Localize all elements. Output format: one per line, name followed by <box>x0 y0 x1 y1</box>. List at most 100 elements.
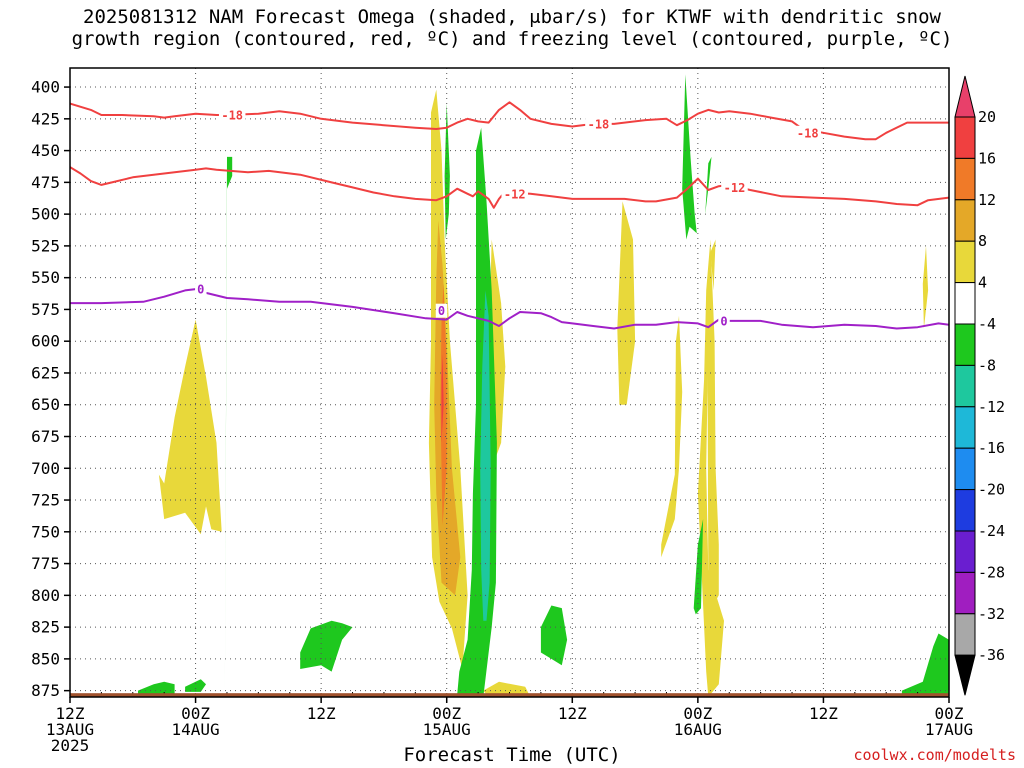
contour-label-bg <box>501 186 528 201</box>
colorbar-segment <box>954 447 976 491</box>
colorbar-label: 20 <box>978 108 996 126</box>
colorbar-segment <box>954 406 976 449</box>
x-tick-label: 15AUG <box>423 720 471 739</box>
plot-background <box>70 68 949 697</box>
y-tick-label: 525 <box>31 236 60 255</box>
colorbar-label: -36 <box>978 646 1005 664</box>
x-tick-label: 00Z <box>935 704 964 723</box>
colorbar-segment <box>954 157 976 201</box>
omega-region <box>661 315 683 558</box>
contour-label: -12 <box>504 187 526 201</box>
contour-label-bg <box>585 116 612 131</box>
x-tick-label: 12Z <box>558 704 587 723</box>
omega-region <box>705 156 712 215</box>
y-tick-label: 450 <box>31 141 60 160</box>
x-tick-label: 17AUG <box>925 720 973 739</box>
y-tick-label: 575 <box>31 300 60 319</box>
omega-region <box>540 605 568 666</box>
colorbar-segment <box>954 364 976 408</box>
colorbar-segment <box>954 571 976 615</box>
omega-region <box>922 245 929 329</box>
contour-label: 0 <box>197 283 204 297</box>
y-tick-label: 875 <box>31 681 60 700</box>
omega-region <box>138 681 175 695</box>
y-tick-label: 775 <box>31 554 60 573</box>
colorbar-label: -12 <box>978 398 1005 416</box>
x-tick-label: 16AUG <box>674 720 722 739</box>
y-tick-label: 600 <box>31 332 60 351</box>
y-tick-label: 725 <box>31 491 60 510</box>
y-tick-label: 625 <box>31 363 60 382</box>
y-tick-label: 700 <box>31 459 60 478</box>
y-tick-label: 750 <box>31 522 60 541</box>
colorbar-segment <box>954 613 976 656</box>
credit-link[interactable]: coolwx.com/modelts <box>853 746 1016 764</box>
colorbar-segment <box>954 282 976 325</box>
y-tick-label: 825 <box>31 618 60 637</box>
contour-label-bg <box>435 303 448 318</box>
chart-title: 2025081312 NAM Forecast Omega (shaded, μ… <box>0 6 1024 50</box>
x-tick-label: 12Z <box>809 704 838 723</box>
colorbar-label: 12 <box>978 191 996 209</box>
x-tick-label: 14AUG <box>171 720 219 739</box>
colorbar-segment <box>954 240 976 284</box>
colorbar-label: -24 <box>978 522 1005 540</box>
contour-label: -18 <box>797 126 819 140</box>
omega-region <box>710 239 716 291</box>
contour-label: -18 <box>221 109 243 123</box>
plot-frame <box>69 67 950 698</box>
terrain-strip <box>70 693 949 697</box>
contour-label-bg <box>218 108 246 123</box>
y-tick-label: 400 <box>31 78 60 97</box>
y-tick-label: 850 <box>31 649 60 668</box>
contour-label: -12 <box>724 181 746 195</box>
omega-region <box>185 679 206 692</box>
omega-region <box>697 239 724 697</box>
contour-label-bg <box>794 125 821 140</box>
y-tick-label: 475 <box>31 173 60 192</box>
y-tick-label: 500 <box>31 205 60 224</box>
contour-labels: -18 -18 -18 -12 -12 0 0 0 <box>195 108 821 328</box>
colorbar-bottom-arrow <box>954 654 976 696</box>
contour-label-bg <box>195 282 207 297</box>
y-tick-label: 675 <box>31 427 60 446</box>
y-axis: 400 425 450 475 500 525 550 575 600 625 650 675 700 7… <box>31 78 70 700</box>
colorbar-label: -16 <box>978 439 1005 457</box>
colorbar-segment <box>954 530 976 573</box>
omega-region <box>300 620 353 672</box>
y-tick-label: 425 <box>31 109 60 128</box>
omega-region <box>901 633 949 697</box>
colorbar-segment <box>954 323 976 366</box>
contour-label-bg <box>721 180 748 195</box>
contour-label: -18 <box>588 117 610 131</box>
colorbar-label: 16 <box>978 149 996 167</box>
x-tick-label: 00Z <box>181 704 210 723</box>
title-line-1: 2025081312 NAM Forecast Omega (shaded, μ… <box>83 6 941 28</box>
colorbar: 20 16 12 8 4 -4 -8 -12 -16 -20 -24 -28 -32 -36 <box>954 75 1005 696</box>
x-tick-label: 2025 <box>51 736 90 755</box>
terrain-fill <box>70 693 949 697</box>
omega-region <box>617 201 636 405</box>
y-tick-label: 650 <box>31 395 60 414</box>
colorbar-label: 4 <box>978 274 987 292</box>
colorbar-label: 8 <box>978 232 987 250</box>
colorbar-label: -28 <box>978 563 1005 581</box>
x-axis-label: Forecast Time (UTC) <box>403 744 621 766</box>
x-tick-label: 12Z <box>56 704 85 723</box>
colorbar-segment <box>954 489 976 532</box>
colorbar-segment <box>954 199 976 242</box>
colorbar-label: -8 <box>978 356 996 374</box>
omega-region <box>693 519 704 615</box>
omega-region <box>480 290 491 621</box>
contour-label: 0 <box>720 314 727 328</box>
omega-region <box>682 74 697 240</box>
omega-region <box>441 353 444 443</box>
omega-region <box>158 319 222 535</box>
contour-label: 0 <box>438 304 445 318</box>
colorbar-segment <box>954 116 976 159</box>
x-tick-label: 12Z <box>307 704 336 723</box>
contour-label-bg <box>718 313 730 328</box>
omega-shading <box>138 74 949 697</box>
